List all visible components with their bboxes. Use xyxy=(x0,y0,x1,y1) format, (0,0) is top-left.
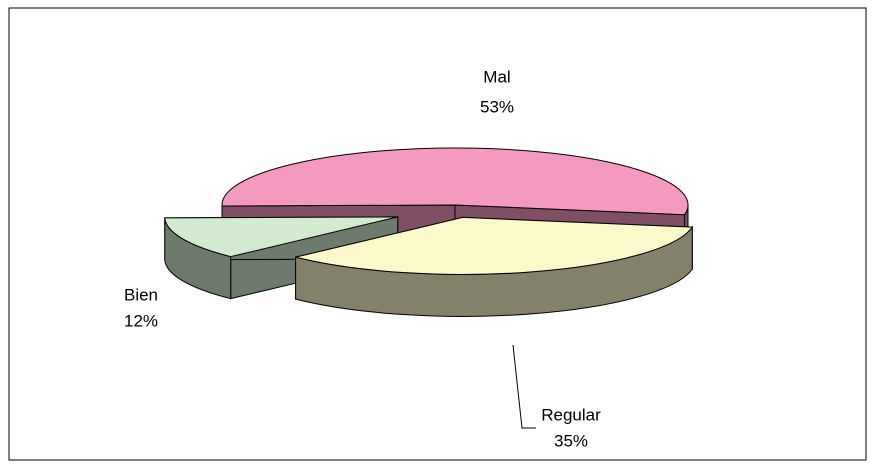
slice-top xyxy=(221,147,689,216)
slice-top xyxy=(295,216,694,275)
slice-value-label: 53% xyxy=(480,97,514,116)
slice-value-label: 35% xyxy=(554,431,588,450)
leader-line xyxy=(512,344,536,429)
slice xyxy=(295,216,694,317)
slice-label: Regular xyxy=(541,405,601,424)
slice-label: Bien xyxy=(124,285,158,304)
slice-label: Mal xyxy=(483,67,510,86)
slice-value-label: 12% xyxy=(124,311,158,330)
slice-top xyxy=(164,216,398,258)
